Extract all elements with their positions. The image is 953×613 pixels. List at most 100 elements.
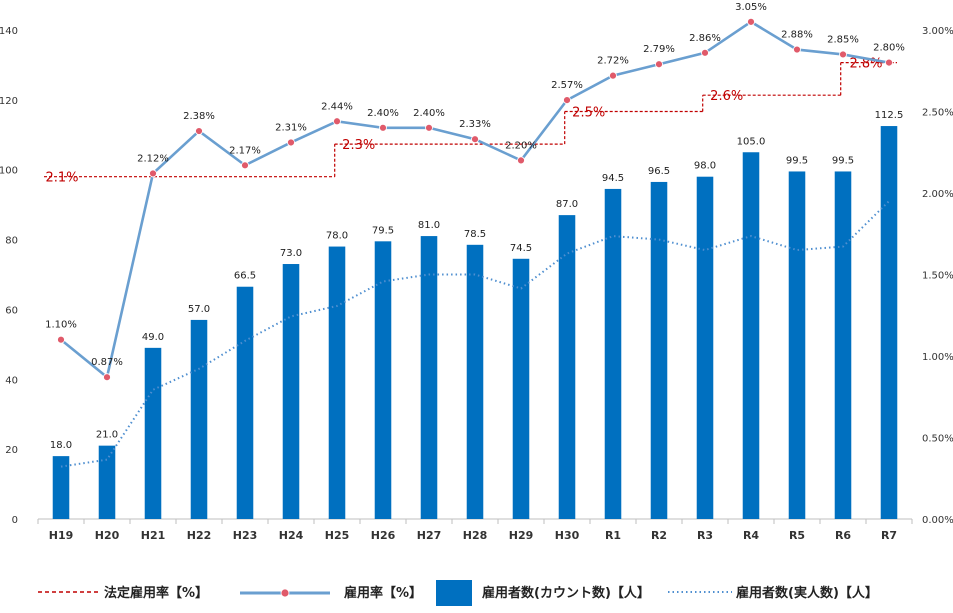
x-tick-label: H26	[371, 529, 396, 542]
bar	[374, 241, 392, 519]
x-tick-label: H19	[49, 529, 74, 542]
bar-value-label: 81.0	[418, 220, 440, 231]
rate-marker	[57, 335, 65, 344]
x-tick-label: H25	[325, 529, 350, 542]
y-left-tick-label: 0	[12, 515, 18, 526]
y-right-tick-label: 0.50%	[922, 434, 953, 445]
bar	[236, 286, 254, 519]
rate-marker	[195, 127, 203, 135]
legend-label-dotted: 雇用者数(実人数)【人】	[736, 585, 878, 601]
bar	[98, 445, 116, 519]
x-tick-label: R6	[835, 529, 851, 542]
bar	[558, 215, 576, 519]
bar	[880, 126, 898, 519]
x-tick-label: H24	[279, 529, 304, 542]
rate-marker	[655, 60, 663, 69]
rate-value-label: 0.87%	[91, 357, 123, 368]
rate-marker	[241, 161, 249, 170]
rate-value-label: 2.20%	[505, 140, 537, 151]
y-left-tick-label: 40	[5, 375, 18, 386]
rate-value-label: 2.12%	[137, 153, 169, 164]
rate-marker	[425, 123, 433, 132]
y-left-tick-label: 80	[5, 236, 18, 247]
x-tick-label: R2	[651, 529, 667, 542]
x-tick-label: H29	[509, 529, 534, 542]
legal-rate-label: 2.6%	[710, 89, 743, 104]
rate-value-label: 2.85%	[827, 34, 859, 45]
x-tick-label: H21	[141, 529, 166, 542]
bar-value-label: 49.0	[142, 332, 164, 343]
y-right-tick-label: 1.50%	[922, 271, 953, 282]
legend-swatch-bar	[436, 580, 472, 606]
bar-value-label: 98.0	[694, 161, 716, 172]
rate-marker	[333, 117, 341, 126]
bar-series	[52, 126, 898, 520]
y-right-tick-label: 2.00%	[922, 189, 953, 200]
bar-value-label: 99.5	[786, 155, 808, 166]
y-left-tick-label: 100	[0, 166, 18, 177]
bar-value-label: 66.5	[234, 271, 256, 282]
rate-value-label: 2.33%	[459, 119, 491, 130]
legal-rate-label: 2.3%	[342, 138, 375, 153]
rate-marker	[149, 169, 157, 178]
y-left-tick-label: 120	[0, 96, 18, 107]
bar-value-label: 94.5	[602, 173, 624, 184]
rate-value-label: 2.57%	[551, 80, 583, 91]
x-tick-label: H28	[463, 529, 488, 542]
bar	[466, 244, 484, 519]
bar	[144, 347, 162, 519]
bar	[190, 319, 208, 519]
x-tick-label: H23	[233, 529, 258, 542]
bar	[328, 246, 346, 520]
bar-value-label: 74.5	[510, 243, 532, 254]
bar	[604, 188, 622, 520]
rate-value-label: 2.17%	[229, 145, 261, 156]
rate-marker	[379, 123, 387, 132]
x-tick-label: H22	[187, 529, 212, 542]
bar	[282, 264, 300, 519]
legal-rate-label: 2.1%	[45, 171, 78, 186]
rate-series	[57, 17, 893, 382]
y-right-tick-label: 0.00%	[922, 515, 953, 526]
rate-marker	[839, 50, 847, 59]
rate-marker	[747, 17, 755, 26]
legal-rate-series: 2.1%2.3%2.5%2.6%2.8%	[44, 57, 897, 186]
bar	[650, 181, 668, 520]
legend-label-legal: 法定雇用率【%】	[104, 585, 208, 601]
y-right-tick-label: 2.50%	[922, 108, 953, 119]
rate-value-label: 2.40%	[367, 108, 399, 119]
x-tick-label: H20	[95, 529, 120, 542]
bar	[788, 171, 806, 520]
x-tick-label: R3	[697, 529, 713, 542]
rate-value-label: 2.80%	[873, 43, 905, 54]
rate-marker	[287, 138, 295, 147]
legend-label-bar: 雇用者数(カウント数)【人】	[482, 585, 650, 601]
bar-value-label: 87.0	[556, 199, 578, 210]
rate-value-label: 2.31%	[275, 122, 307, 133]
rate-marker	[517, 156, 525, 165]
bar-value-label: 112.5	[875, 110, 904, 121]
rate-value-label: 2.40%	[413, 108, 445, 119]
rate-marker	[103, 373, 111, 382]
bar-value-label: 57.0	[188, 304, 210, 315]
x-tick-label: H30	[555, 529, 580, 542]
y-left-tick-label: 60	[5, 305, 18, 316]
bar	[512, 258, 530, 519]
data-labels: 18.0 21.0 49.0 57.0 66.5 73.0 78.0 79.5 81.0 78.5…	[45, 2, 905, 451]
legend-label-rate: 雇用率【%】	[344, 585, 422, 601]
bar-value-label: 105.0	[737, 136, 766, 147]
bar-value-label: 18.0	[50, 440, 72, 451]
rate-value-label: 2.72%	[597, 56, 629, 67]
bar-value-label: 78.0	[326, 231, 348, 242]
bar-value-label: 79.5	[372, 225, 394, 236]
x-tick-label: H27	[417, 529, 442, 542]
legend-swatch-rate-marker	[280, 588, 290, 598]
rate-marker	[563, 96, 571, 104]
bar	[420, 236, 438, 520]
y-right-tick-label: 3.00%	[922, 26, 953, 37]
actual-count-line	[60, 200, 890, 468]
bar-value-label: 78.5	[464, 229, 486, 240]
rate-value-label: 2.38%	[183, 111, 215, 122]
x-tick-label: R5	[789, 529, 805, 542]
